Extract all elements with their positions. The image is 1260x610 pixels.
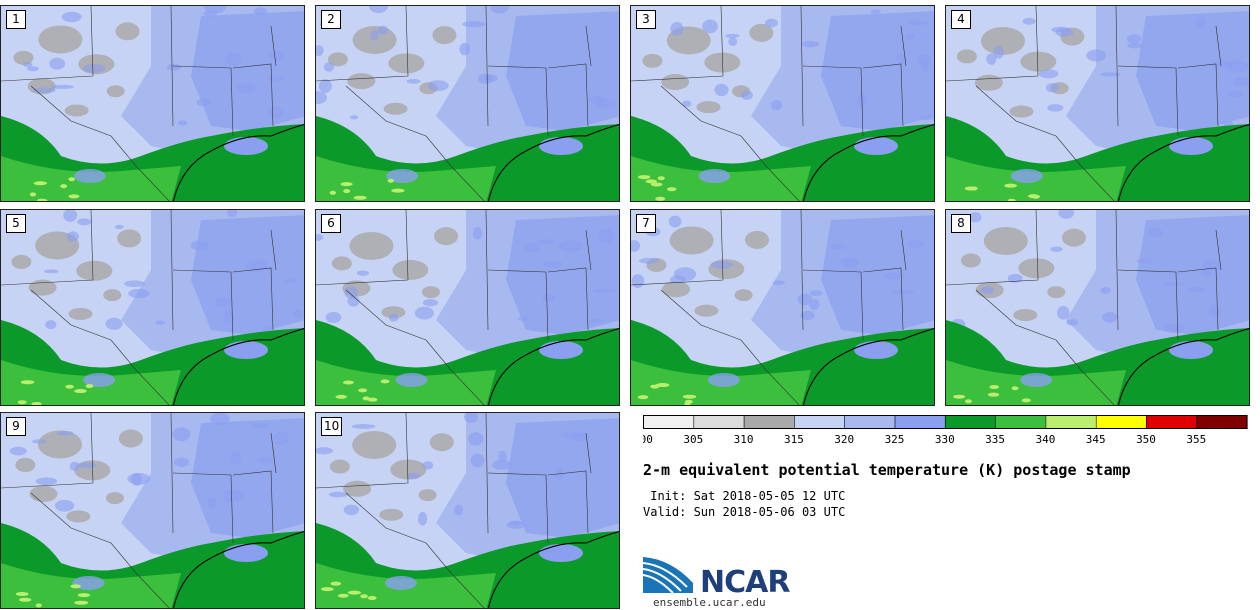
map-field bbox=[946, 6, 1249, 201]
colorbar-tick-label: 345 bbox=[1086, 433, 1106, 446]
colorbar-bin bbox=[693, 415, 745, 428]
colorbar-bin bbox=[995, 415, 1046, 428]
ensemble-member-panel-1: 1 bbox=[0, 5, 305, 202]
panel-label: 1 bbox=[6, 10, 26, 29]
map-svg bbox=[1, 210, 304, 405]
panel-label: 5 bbox=[6, 214, 26, 233]
colorbar: 300 305 310 315 320 325 330 335 340 345 350 355 bbox=[643, 415, 1248, 446]
panel-label: 7 bbox=[636, 214, 656, 233]
colorbar-bin bbox=[1196, 415, 1248, 428]
colorbar-tick-label: 310 bbox=[734, 433, 754, 446]
panel-label: 2 bbox=[321, 10, 341, 29]
colorbar-tick-label: 350 bbox=[1136, 433, 1156, 446]
map-field bbox=[1, 413, 304, 608]
map-svg bbox=[1, 6, 304, 201]
colorbar-tick-label: 305 bbox=[683, 433, 703, 446]
panel-label: 4 bbox=[951, 10, 971, 29]
panel-label: 9 bbox=[6, 417, 26, 436]
colorbar-bin bbox=[1095, 415, 1147, 428]
colorbar-bin bbox=[643, 415, 694, 428]
colorbar-tick-label: 315 bbox=[784, 433, 804, 446]
map-field bbox=[316, 6, 619, 201]
logo-text: NCAR bbox=[700, 565, 790, 600]
colorbar-bin bbox=[1146, 415, 1197, 428]
map-svg bbox=[946, 6, 1249, 201]
map-field bbox=[631, 210, 934, 405]
map-svg bbox=[316, 413, 619, 608]
map-svg bbox=[631, 6, 934, 201]
map-field bbox=[631, 6, 934, 201]
map-svg bbox=[946, 210, 1249, 405]
panel-label: 3 bbox=[636, 10, 656, 29]
ensemble-member-panel-2: 2 bbox=[315, 5, 620, 202]
ensemble-member-panel-10: 10 bbox=[315, 412, 620, 609]
ensemble-member-panel-9: 9 bbox=[0, 412, 305, 609]
map-field bbox=[316, 413, 619, 608]
chart-title: 2-m equivalent potential temperature (K)… bbox=[643, 461, 1131, 479]
colorbar-bin bbox=[743, 415, 795, 428]
init-time: Init: Sat 2018-05-05 12 UTC bbox=[643, 489, 846, 503]
ensemble-member-panel-3: 3 bbox=[630, 5, 935, 202]
map-field bbox=[1, 6, 304, 201]
map-svg bbox=[316, 6, 619, 201]
colorbar-bin bbox=[1045, 415, 1097, 428]
colorbar-tick-label: 300 bbox=[643, 433, 653, 446]
panel-label: 8 bbox=[951, 214, 971, 233]
map-field bbox=[1, 210, 304, 405]
ensemble-member-panel-7: 7 bbox=[630, 209, 935, 406]
colorbar-tick-label: 320 bbox=[834, 433, 854, 446]
panel-label: 10 bbox=[321, 417, 343, 436]
site-url: ensemble.ucar.edu bbox=[653, 596, 766, 609]
ensemble-member-panel-5: 5 bbox=[0, 209, 305, 406]
map-field bbox=[946, 210, 1249, 405]
colorbar-bin bbox=[944, 415, 996, 428]
colorbar-tick-label: 335 bbox=[985, 433, 1005, 446]
panel-label: 6 bbox=[321, 214, 341, 233]
map-svg bbox=[316, 210, 619, 405]
valid-time: Valid: Sun 2018-05-06 03 UTC bbox=[643, 505, 846, 519]
ensemble-member-panel-4: 4 bbox=[945, 5, 1250, 202]
colorbar-tick-label: 325 bbox=[885, 433, 905, 446]
map-svg bbox=[1, 413, 304, 608]
colorbar-bin bbox=[793, 415, 845, 428]
colorbar-bin bbox=[894, 415, 946, 428]
colorbar-bin bbox=[844, 415, 895, 428]
colorbar-tick-label: 330 bbox=[935, 433, 955, 446]
ncar-logo-icon bbox=[643, 557, 693, 594]
map-field bbox=[316, 210, 619, 405]
colorbar-tick-label: 340 bbox=[1035, 433, 1055, 446]
ensemble-member-panel-8: 8 bbox=[945, 209, 1250, 406]
map-svg bbox=[631, 210, 934, 405]
ensemble-member-panel-6: 6 bbox=[315, 209, 620, 406]
colorbar-tick-label: 355 bbox=[1186, 433, 1206, 446]
